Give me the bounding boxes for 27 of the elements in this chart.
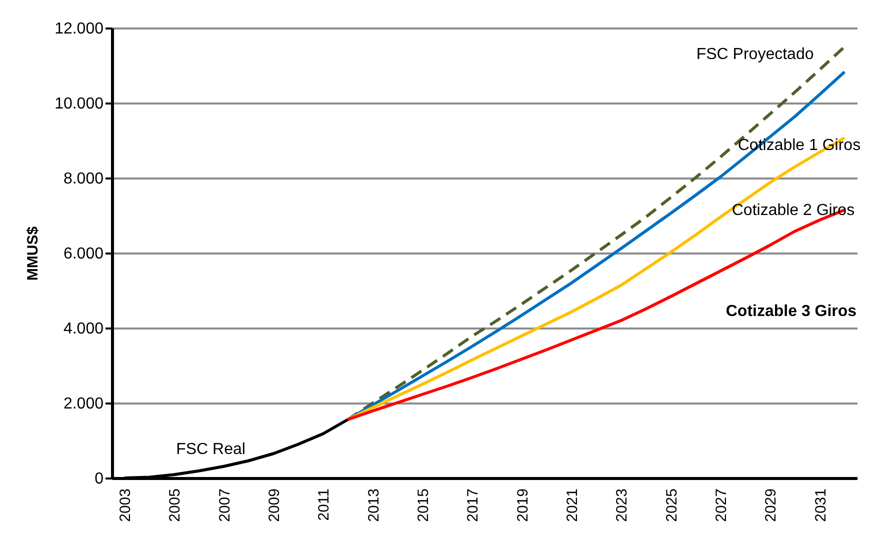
y-tick-label: 4.000 [63, 320, 104, 338]
x-tick-label: 2009 [266, 488, 283, 522]
x-tick-label: 2005 [166, 488, 184, 522]
x-tick-label: 2023 [614, 488, 631, 522]
x-tick-label: 2007 [216, 488, 234, 522]
y-tick-label: 10.000 [54, 96, 104, 112]
x-tick-label: 2031 [812, 488, 830, 522]
y-tick-label: 8.000 [63, 170, 104, 188]
series-label: FSC Proyectado [696, 46, 814, 63]
x-tick-label: 2017 [464, 488, 482, 522]
y-tick-label: 2.000 [63, 396, 104, 412]
x-tick-label: 2015 [414, 488, 432, 522]
x-tick-label: 2019 [514, 488, 532, 522]
y-tick-label: 12.000 [54, 20, 104, 38]
series-label: Cotizable 3 Giros [726, 303, 857, 320]
y-tick-label: 6.000 [63, 246, 104, 262]
x-tick-label: 2021 [564, 488, 581, 522]
series-label: Cotizable 2 Giros [732, 202, 855, 219]
x-tick-label: 2027 [712, 488, 730, 522]
x-tick-label: 2011 [316, 488, 333, 521]
y-axis-title: MMUS$ [24, 226, 42, 281]
series-label: FSC Real [176, 441, 246, 458]
y-tick-label: 0 [94, 470, 104, 488]
x-tick-label: 2029 [762, 488, 780, 522]
x-tick-label: 2013 [365, 488, 382, 522]
x-tick-label: 2025 [663, 488, 680, 522]
x-tick-label: 2003 [116, 488, 134, 522]
